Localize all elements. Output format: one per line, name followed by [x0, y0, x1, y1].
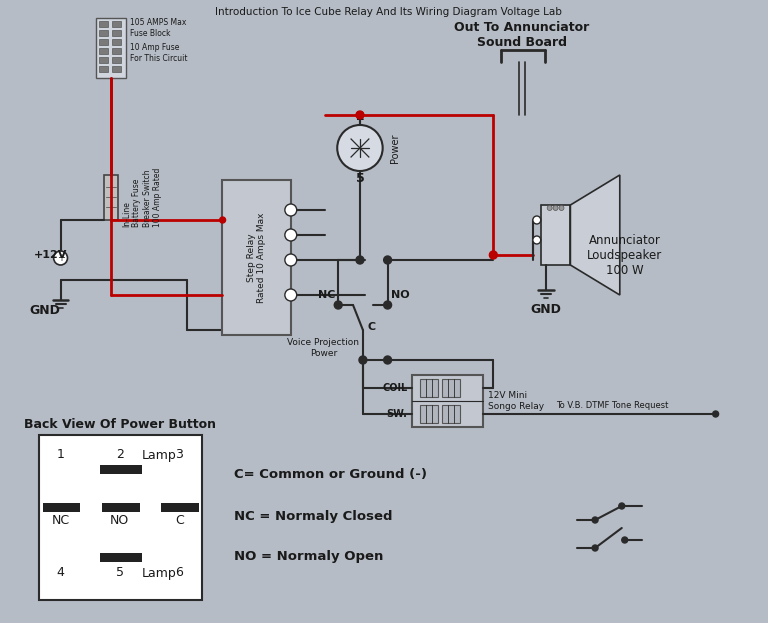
Bar — [412, 375, 483, 427]
Text: 10 Amp Fuse
For This Circuit: 10 Amp Fuse For This Circuit — [130, 44, 187, 63]
Bar — [99, 39, 108, 45]
Text: 12V Mini
Songo Relay: 12V Mini Songo Relay — [488, 391, 545, 411]
Text: 6: 6 — [175, 566, 183, 579]
Text: 105 AMPS Max
Fuse Block: 105 AMPS Max Fuse Block — [130, 18, 186, 38]
Text: 2: 2 — [356, 110, 364, 123]
Bar — [112, 48, 121, 54]
Bar — [112, 57, 121, 63]
Bar — [541, 205, 571, 265]
Circle shape — [220, 217, 226, 223]
Circle shape — [713, 411, 719, 417]
Bar — [112, 30, 121, 36]
Text: SW.: SW. — [386, 409, 407, 419]
Bar — [99, 66, 108, 72]
Bar — [420, 379, 438, 397]
Text: Voice Projection
Power: Voice Projection Power — [287, 338, 359, 358]
Bar — [112, 21, 121, 27]
Circle shape — [384, 256, 392, 264]
Circle shape — [592, 517, 598, 523]
Text: +12V: +12V — [34, 250, 68, 260]
Text: C= Common or Ground (-): C= Common or Ground (-) — [234, 468, 428, 481]
Text: C: C — [175, 515, 184, 528]
Circle shape — [334, 301, 343, 309]
Bar — [112, 39, 121, 45]
Polygon shape — [571, 175, 620, 295]
Text: In-Line
Battery Fuse
Breaker Switch
100 Amp Rated: In-Line Battery Fuse Breaker Switch 100 … — [122, 168, 162, 227]
Text: Step Relay
Rated 10 Amps Max: Step Relay Rated 10 Amps Max — [247, 212, 266, 303]
Circle shape — [533, 236, 541, 244]
Circle shape — [592, 545, 598, 551]
Text: NO: NO — [391, 290, 409, 300]
Text: 5: 5 — [356, 173, 364, 186]
Circle shape — [337, 125, 382, 171]
Text: Lamp: Lamp — [141, 449, 177, 462]
Bar — [99, 57, 108, 63]
Text: NC: NC — [51, 515, 70, 528]
Bar — [43, 503, 81, 512]
Bar — [99, 48, 108, 54]
Circle shape — [559, 206, 564, 211]
Bar — [96, 18, 126, 78]
Bar — [442, 405, 460, 423]
Bar — [100, 553, 141, 562]
Circle shape — [285, 229, 296, 241]
Circle shape — [384, 301, 392, 309]
Text: NO: NO — [111, 515, 130, 528]
Text: +: + — [57, 253, 65, 263]
Bar — [222, 180, 291, 335]
Text: 2: 2 — [116, 449, 124, 462]
Circle shape — [356, 111, 364, 119]
Text: Power: Power — [389, 133, 399, 163]
Circle shape — [533, 216, 541, 224]
Text: C: C — [368, 322, 376, 332]
Text: 3: 3 — [175, 449, 183, 462]
Text: COIL: COIL — [382, 383, 407, 393]
Circle shape — [547, 206, 552, 211]
Text: Lamp: Lamp — [141, 566, 177, 579]
Bar — [99, 21, 108, 27]
Text: NC: NC — [318, 290, 336, 300]
Bar — [442, 379, 460, 397]
Text: Back View Of Power Button: Back View Of Power Button — [24, 418, 216, 431]
Circle shape — [54, 251, 68, 265]
Text: 5: 5 — [116, 566, 124, 579]
Bar — [99, 30, 108, 36]
Circle shape — [619, 503, 624, 509]
Bar — [112, 66, 121, 72]
Circle shape — [356, 256, 364, 264]
Bar — [161, 503, 199, 512]
Text: Out To Annunciator
Sound Board: Out To Annunciator Sound Board — [455, 21, 590, 49]
Bar — [104, 175, 118, 220]
Circle shape — [489, 251, 498, 259]
Circle shape — [622, 537, 627, 543]
Circle shape — [285, 204, 296, 216]
Text: Introduction To Ice Cube Relay And Its Wiring Diagram Voltage Lab: Introduction To Ice Cube Relay And Its W… — [215, 7, 562, 17]
Circle shape — [285, 254, 296, 266]
Circle shape — [384, 356, 392, 364]
Bar — [420, 405, 438, 423]
Text: GND: GND — [530, 303, 561, 316]
Bar — [39, 435, 202, 600]
Circle shape — [359, 356, 367, 364]
Circle shape — [285, 289, 296, 301]
Text: Annunciator
Loudspeaker
100 W: Annunciator Loudspeaker 100 W — [587, 234, 662, 277]
Text: To V.B. DTMF Tone Request: To V.B. DTMF Tone Request — [556, 401, 668, 409]
Text: 1: 1 — [57, 449, 65, 462]
Text: GND: GND — [29, 303, 60, 316]
Text: 4: 4 — [57, 566, 65, 579]
Text: NO = Normaly Open: NO = Normaly Open — [234, 550, 384, 563]
Bar — [102, 503, 140, 512]
Circle shape — [553, 206, 558, 211]
Text: NC = Normaly Closed: NC = Normaly Closed — [234, 510, 393, 523]
Bar — [100, 465, 141, 474]
